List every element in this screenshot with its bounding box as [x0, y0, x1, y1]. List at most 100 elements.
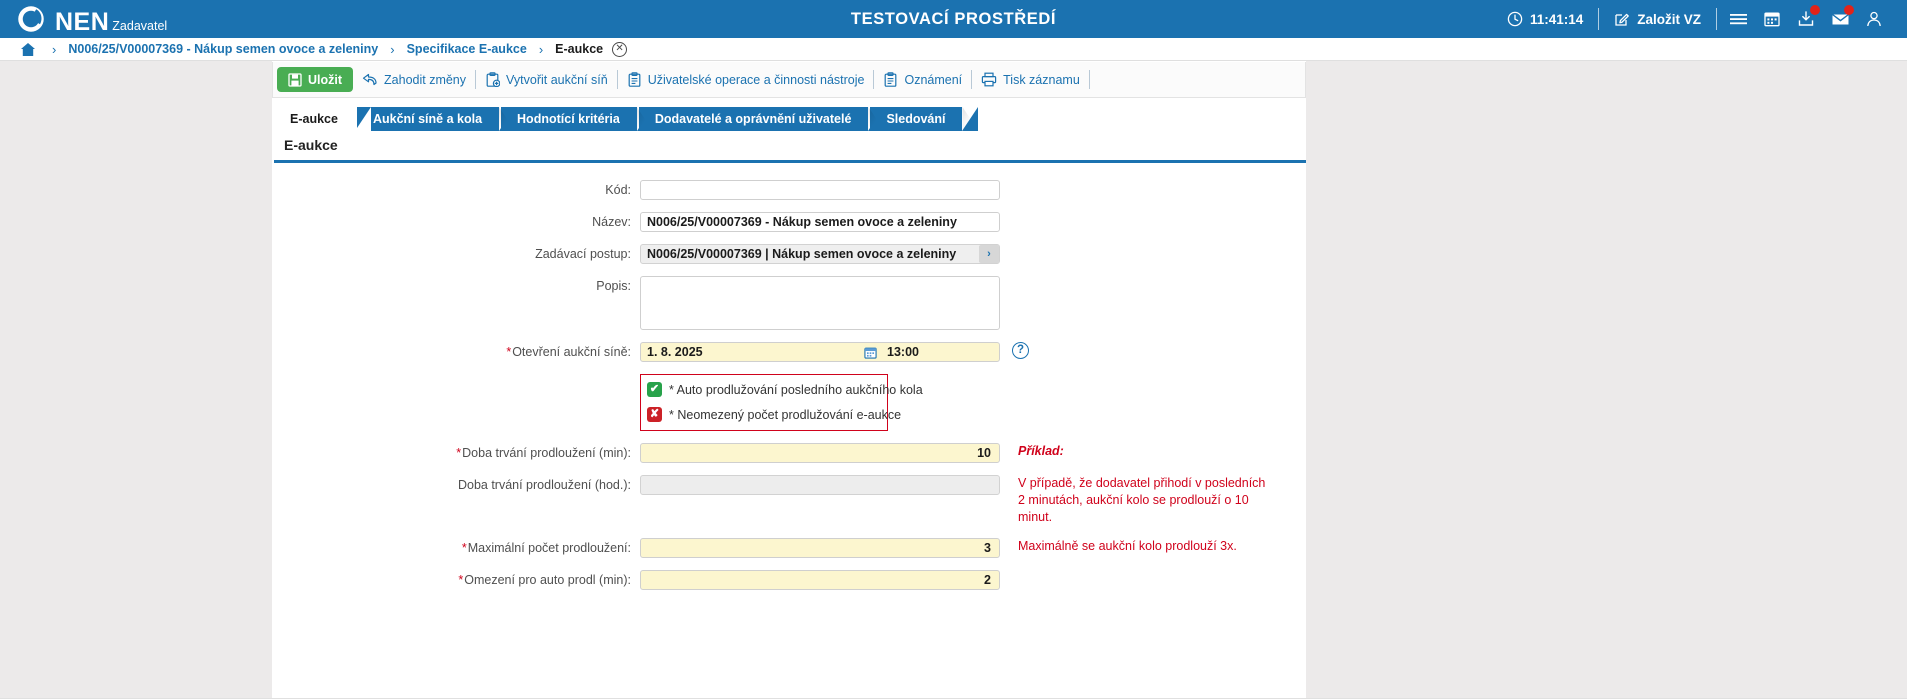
otevreni-datetime: 1. 8. 2025 [640, 342, 1000, 362]
toolbar-item-create-auction-hall[interactable]: Vytvořit aukční síň [476, 67, 617, 92]
toolbar-item-discard[interactable]: Zahodit změny [353, 67, 475, 92]
left-gutter [0, 61, 272, 698]
toolbar-item-notification-label: Oznámení [904, 72, 963, 87]
zadavaci-postup-input[interactable]: N006/25/V00007369 | Nákup semen ovoce a … [640, 244, 1000, 264]
zadavaci-postup-lookup: N006/25/V00007369 | Nákup semen ovoce a … [640, 244, 1000, 264]
field-row-doba-hod: Doba trvání prodloužení (hod.): V případ… [272, 475, 1306, 526]
checkbox-checked-icon[interactable]: ✔ [647, 382, 662, 397]
mail-badge [1844, 5, 1854, 15]
toolbar-divider-2 [616, 70, 618, 89]
home-icon[interactable] [16, 42, 40, 57]
required-marker-omezeni: * [458, 573, 464, 587]
clipboard-icon [885, 72, 897, 87]
auto-extension-options-panel: ✔ * Auto prodlužování posledního aukčníh… [640, 374, 923, 431]
tab-aukcni-sine-a-kola[interactable]: Aukční síně a kola [356, 107, 516, 131]
otevreni-date-input[interactable]: 1. 8. 2025 [647, 345, 703, 359]
field-row-max-pocet: *Maximální počet prodloužení: 3 Maximáln… [272, 538, 1306, 558]
tab-sledovani[interactable]: Sledování [870, 107, 979, 131]
brand-logo[interactable]: NEN Zadavatel [0, 4, 167, 35]
breadcrumb-item-0[interactable]: N006/25/V00007369 - Nákup semen ovoce a … [68, 42, 379, 56]
section-divider [274, 160, 1306, 163]
printer-icon [981, 72, 997, 87]
otevreni-time-input[interactable]: 13:00 [887, 345, 919, 359]
toolbar-item-discard-label: Zahodit změny [384, 72, 467, 87]
label-max-pocet-text: Maximální počet prodloužení: [467, 541, 631, 555]
omezeni-input[interactable]: 2 [640, 570, 1000, 590]
label-max-pocet: *Maximální počet prodloužení: [272, 538, 640, 558]
tab-hodnotici-kriteria-label: Hodnotící kritéria [517, 112, 620, 126]
calendar-icon[interactable] [860, 346, 881, 359]
field-row-otevreni: *Otevření aukční síně: 1. 8. 2025 [272, 342, 1306, 362]
checkbox-row-neomezeny-pocet[interactable]: ✘ * Neomezený počet prodlužování e-aukce [647, 407, 901, 422]
doba-min-input[interactable]: 10 [640, 443, 1000, 463]
checkbox-label-auto-prodluzovani: * Auto prodlužování posledního aukčního … [669, 382, 923, 397]
save-button[interactable]: Uložit [277, 67, 354, 92]
inbox-badge [1810, 5, 1820, 15]
create-vz-button[interactable]: Založit VZ [1603, 6, 1712, 32]
checkbox-unchecked-icon[interactable]: ✘ [647, 407, 662, 422]
menu-icon[interactable] [1721, 6, 1755, 32]
header-divider-2 [1716, 8, 1717, 30]
required-marker-max-pocet: * [461, 541, 467, 555]
kod-input[interactable] [640, 180, 1000, 200]
nazev-input[interactable]: N006/25/V00007369 - Nákup semen ovoce a … [640, 212, 1000, 232]
toolbar-item-user-operations[interactable]: Uživatelské operace a činnosti nástroje [618, 67, 874, 92]
doba-hod-input[interactable] [640, 475, 1000, 495]
page-title: E-aukce [284, 137, 338, 153]
toolbar-item-notification[interactable]: Oznámení [874, 67, 971, 92]
label-doba-min: *Doba trvání prodloužení (min): [272, 443, 640, 463]
nen-logo-icon [18, 5, 44, 32]
header-actions: 11:41:14 Založit VZ [1496, 5, 1907, 32]
tab-bar: E-aukce Aukční síně a kola Hodnotící kri… [272, 107, 1306, 131]
tab-aukcni-sine-a-kola-label: Aukční síně a kola [372, 112, 483, 126]
inbox-download-icon[interactable] [1789, 5, 1823, 32]
breadcrumb-separator-1: › [52, 41, 57, 57]
toolbar-divider-1 [475, 70, 477, 89]
field-row-kod: Kód: [272, 180, 1306, 200]
breadcrumb-separator-2: › [390, 41, 395, 57]
toolbar-divider-4 [971, 70, 973, 89]
field-row-nazev: Název: N006/25/V00007369 - Nákup semen o… [272, 212, 1306, 232]
create-vz-label: Založit VZ [1637, 11, 1701, 27]
mail-icon[interactable] [1823, 5, 1857, 32]
label-omezeni-text: Omezení pro auto prodl (min): [464, 573, 631, 587]
field-row-zadavaci-postup: Zadávací postup: N006/25/V00007369 | Nák… [272, 244, 1306, 264]
toolbar-divider-5 [1088, 70, 1090, 89]
field-row-doba-min: *Doba trvání prodloužení (min): 10 Příkl… [272, 443, 1306, 463]
toolbar-divider-3 [873, 70, 875, 89]
chevron-right-icon[interactable]: › [979, 245, 999, 263]
tab-hodnotici-kriteria[interactable]: Hodnotící kritéria [501, 107, 653, 131]
save-disk-icon [288, 72, 302, 87]
checkbox-label-neomezeny-pocet: * Neomezený počet prodlužování e-aukce [669, 407, 902, 422]
popis-textarea[interactable] [640, 276, 1000, 330]
user-icon[interactable] [1857, 6, 1891, 32]
label-popis: Popis: [596, 279, 631, 293]
tab-e-aukce[interactable]: E-aukce [274, 107, 371, 131]
toolbar-item-print[interactable]: Tisk záznamu [972, 67, 1089, 92]
toolbar-item-create-auction-hall-label: Vytvořit aukční síň [506, 72, 608, 87]
brand-subtitle: Zadavatel [112, 18, 168, 33]
discard-icon [362, 73, 377, 85]
label-otevreni: *Otevření aukční síně: [272, 342, 640, 362]
tab-e-aukce-label: E-aukce [290, 112, 338, 126]
label-doba-min-text: Doba trvání prodloužení (min): [462, 446, 631, 460]
example-heading: Příklad: [1018, 444, 1064, 458]
breadcrumb-item-1[interactable]: Specifikace E-aukce [406, 42, 527, 56]
breadcrumb-separator-3: › [538, 41, 544, 57]
toolbar-item-user-operations-label: Uživatelské operace a činnosti nástroje [647, 72, 865, 87]
calendar-icon[interactable] [1755, 6, 1789, 32]
checkbox-row-auto-prodluzovani[interactable]: ✔ * Auto prodlužování posledního aukčníh… [647, 382, 923, 397]
field-row-omezeni: *Omezení pro auto prodl (min): 2 [272, 570, 1306, 590]
brand-name: NEN [55, 7, 110, 36]
tab-dodavatele-a-opravneni-uzivatele[interactable]: Dodavatelé a oprávnění uživatelé [638, 107, 885, 131]
close-icon[interactable]: ✕ [612, 41, 628, 57]
right-gutter [1306, 61, 1907, 698]
label-omezeni: *Omezení pro auto prodl (min): [272, 570, 640, 590]
e-aukce-form: Kód: Název: N006/25/V00007369 - Nákup se… [272, 163, 1306, 590]
label-kod: Kód: [605, 183, 631, 197]
example-body: V případě, že dodavatel přihodí v posled… [1018, 476, 1266, 524]
help-icon[interactable]: ? [1012, 342, 1029, 359]
field-row-popis: Popis: [272, 276, 1306, 330]
clock-display: 11:41:14 [1496, 6, 1594, 32]
max-pocet-input[interactable]: 3 [640, 538, 1000, 558]
